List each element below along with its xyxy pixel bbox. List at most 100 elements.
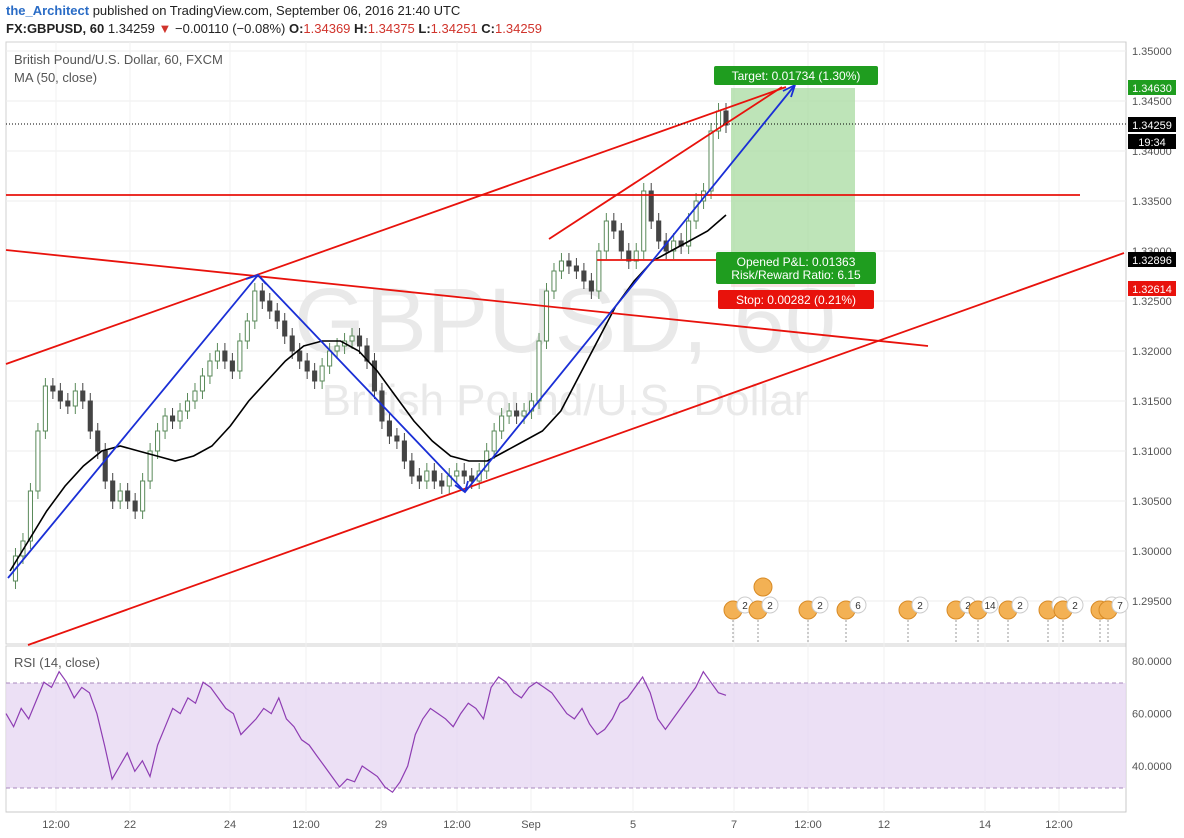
- candle-body: [289, 335, 295, 352]
- candle-body: [656, 220, 662, 242]
- price-tick-label: 1.29500: [1132, 596, 1172, 608]
- candle-body: [222, 350, 228, 362]
- candle-body: [72, 390, 78, 407]
- price-axis[interactable]: [1126, 42, 1184, 812]
- time-tick-label: Sep: [521, 819, 541, 831]
- change-arrow-icon: ▼: [158, 21, 172, 36]
- swing-arrow-icon: [782, 84, 796, 98]
- candle-body: [581, 270, 587, 282]
- low-label: L:: [418, 21, 431, 36]
- time-axis-ticks: 12:00 22 24 12:00 29 12:00 Sep 5 7 12:00 12 14 12:00: [42, 819, 1073, 831]
- quote-line: FX:GBPUSD, 60 1.34259 ▼ −0.00110 (−0.08%…: [6, 21, 542, 36]
- time-tick-label: 22: [124, 819, 136, 831]
- candle-body: [229, 360, 235, 372]
- candle-body: [573, 265, 579, 272]
- candle-body: [491, 430, 497, 452]
- candle-body: [35, 430, 41, 492]
- event-count-bubble: [911, 596, 929, 614]
- candle-body: [424, 470, 430, 482]
- candle-body: [708, 130, 714, 192]
- candle-body: [454, 470, 460, 477]
- event-count-label: 2: [917, 601, 923, 612]
- time-tick-label: 12:00: [42, 819, 70, 831]
- price-tick-label: 1.30500: [1132, 496, 1172, 508]
- time-tick-label: 12:00: [1045, 819, 1073, 831]
- candle-body: [42, 385, 48, 432]
- candle-body: [192, 390, 198, 402]
- countdown-text: 19:34: [1138, 137, 1166, 149]
- stop-price-text: 1.32614: [1132, 284, 1172, 296]
- candle-body: [461, 470, 467, 477]
- candle-body: [274, 310, 280, 322]
- last-price-text: 1.34259: [1132, 120, 1172, 132]
- publish-header: the_Architect published on TradingView.c…: [0, 0, 1184, 40]
- swing-path[interactable]: [7, 84, 796, 579]
- author-link[interactable]: the_Architect: [6, 3, 90, 18]
- candle-body: [499, 415, 505, 432]
- price-tick-label: 1.32500: [1132, 296, 1172, 308]
- event-count-label: 2: [1072, 601, 1078, 612]
- candle-body: [297, 350, 303, 362]
- candlesticks: [12, 103, 729, 589]
- price-tick-label: 1.34500: [1132, 96, 1172, 108]
- chart-legend-title[interactable]: British Pound/U.S. Dollar, 60, FXCM: [14, 52, 223, 67]
- entry-price-badge: [1128, 252, 1176, 267]
- close-label: C:: [481, 21, 496, 36]
- event-count-bubble: [1066, 596, 1084, 614]
- price-tick-label: 1.33500: [1132, 196, 1172, 208]
- swing-bottom-arrow-icon: [454, 480, 469, 493]
- descending-trendline[interactable]: [5, 249, 929, 347]
- event-count-bubble: [849, 596, 867, 614]
- stop-badge[interactable]: [718, 290, 874, 309]
- event-count-label: 14: [984, 601, 996, 612]
- price-pane[interactable]: [5, 41, 1127, 645]
- candle-body: [543, 290, 550, 342]
- event-count-label: 2: [1017, 601, 1023, 612]
- candle-body: [27, 490, 33, 542]
- candle-body: [132, 500, 138, 512]
- last-price-badge: [1128, 117, 1176, 132]
- candle-body: [686, 220, 692, 247]
- opened-badge[interactable]: [716, 252, 876, 284]
- candle-body: [566, 260, 572, 267]
- candle-body: [252, 290, 258, 322]
- candle-body: [110, 480, 116, 502]
- channel-upper-line[interactable]: [5, 86, 787, 365]
- event-count-bubble: [1011, 596, 1029, 614]
- event-markers[interactable]: 2226221426247: [723, 577, 1129, 642]
- candle-body: [177, 410, 183, 422]
- rsi-legend[interactable]: RSI (14, close): [14, 655, 100, 670]
- candle-body: [244, 320, 250, 342]
- candle-body: [304, 360, 310, 372]
- event-count-bubble: [1111, 596, 1129, 614]
- rsi-band: [6, 683, 1126, 788]
- open-label: O:: [288, 21, 304, 36]
- candle-body: [199, 375, 206, 392]
- candle-body: [536, 340, 542, 402]
- high-value: 1.34375: [367, 21, 415, 36]
- entry-price-text: 1.32896: [1132, 255, 1172, 267]
- price-tick-label: 1.30000: [1132, 546, 1172, 558]
- close-value: 1.34259: [495, 21, 543, 36]
- candle-body: [162, 415, 168, 432]
- ma-legend[interactable]: MA (50, close): [14, 70, 98, 85]
- candle-body: [431, 470, 437, 482]
- candle-body: [282, 320, 288, 337]
- price-tick-label: 1.32000: [1132, 346, 1172, 358]
- candle-body: [259, 290, 265, 302]
- target-zone[interactable]: [731, 88, 855, 259]
- channel-lower-line[interactable]: [27, 252, 1125, 646]
- rsi-axis-ticks: 80.0000 60.0000 40.0000: [1132, 656, 1172, 773]
- risk-reward-label: Risk/Reward Ratio: 6.15: [731, 268, 861, 282]
- event-count-label: 2: [817, 601, 823, 612]
- time-tick-label: 12: [878, 819, 890, 831]
- event-count-bubble: [811, 596, 829, 614]
- candle-body: [371, 360, 378, 392]
- candle-body: [184, 400, 191, 412]
- target-badge[interactable]: [714, 66, 878, 85]
- price-tick-label: 1.35000: [1132, 46, 1172, 58]
- candle-body: [237, 340, 243, 372]
- low-value: 1.34251: [430, 21, 478, 36]
- rising-wedge-line[interactable]: [548, 86, 783, 240]
